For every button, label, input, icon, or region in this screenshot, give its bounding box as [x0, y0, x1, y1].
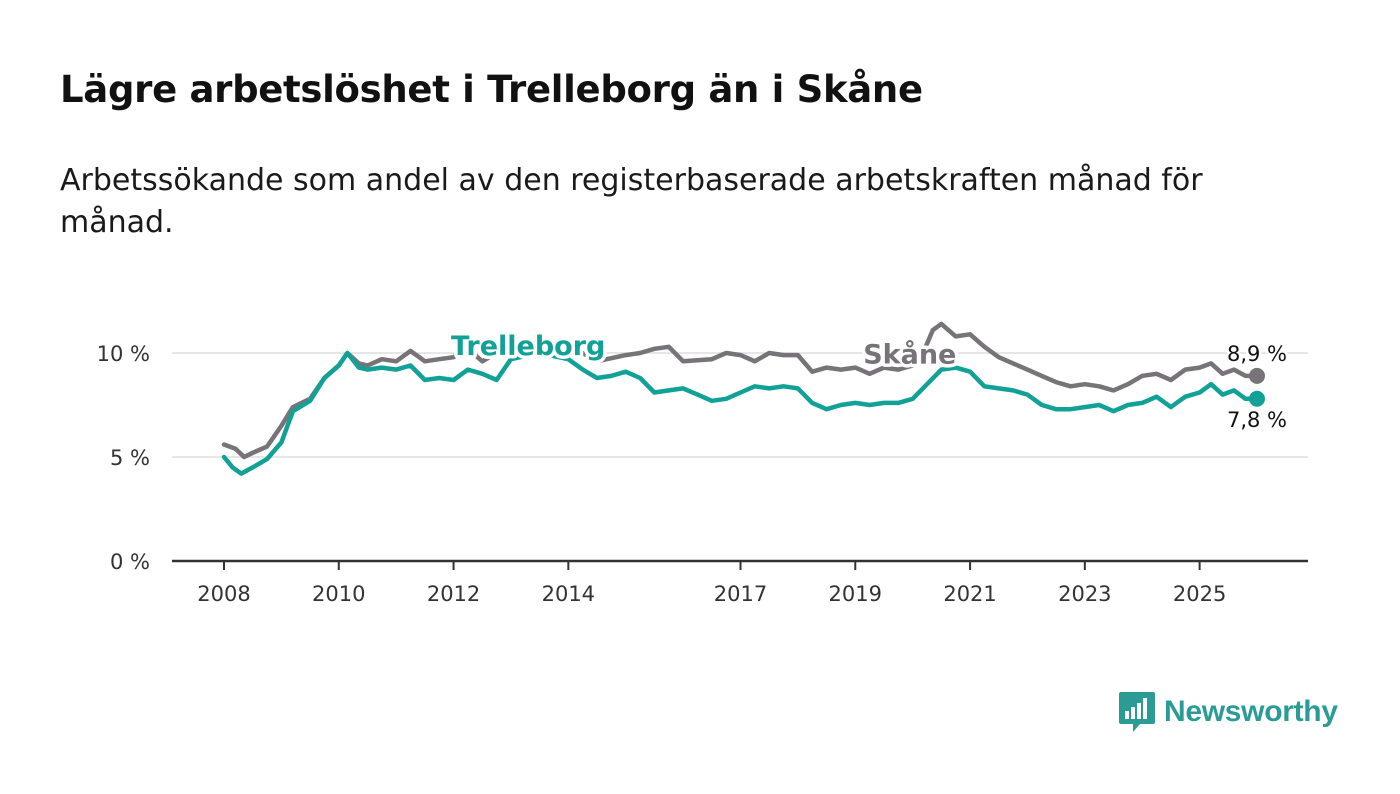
end-point-skne [1249, 367, 1265, 384]
x-tick-label: 2017 [714, 582, 767, 606]
x-tick-label: 2025 [1173, 582, 1226, 606]
bar-chart-bubble-icon [1119, 692, 1155, 732]
x-tick-label: 2023 [1058, 582, 1111, 606]
x-tick-label: 2008 [197, 582, 250, 606]
chart-title: Lägre arbetslöshet i Trelleborg än i Skå… [60, 68, 923, 111]
series-line-skne [221, 321, 1260, 460]
end-value-label: 7,8 % [1227, 408, 1287, 432]
x-tick-label: 2010 [312, 582, 365, 606]
x-tick-label: 2019 [829, 582, 882, 606]
y-tick-label: 5 % [110, 446, 150, 470]
brand-name: Newsworthy [1164, 695, 1338, 728]
chart-subtitle: Arbetssökande som andel av den registerb… [60, 163, 1203, 240]
x-tick-label: 2012 [427, 582, 480, 606]
x-tick-label: 2021 [943, 582, 996, 606]
series-label-trelleborg: Trelleborg [451, 331, 605, 362]
y-tick-label: 0 % [110, 550, 150, 574]
series-label-skne: Skåne [863, 338, 956, 370]
brand-logo: Newsworthy [1118, 690, 1338, 734]
end-value-label: 8,9 % [1227, 342, 1287, 366]
end-point-trelleborg [1249, 390, 1265, 407]
x-tick-label: 2014 [542, 582, 595, 606]
series-line-trelleborg [221, 350, 1260, 476]
y-tick-label: 10 % [97, 342, 150, 366]
